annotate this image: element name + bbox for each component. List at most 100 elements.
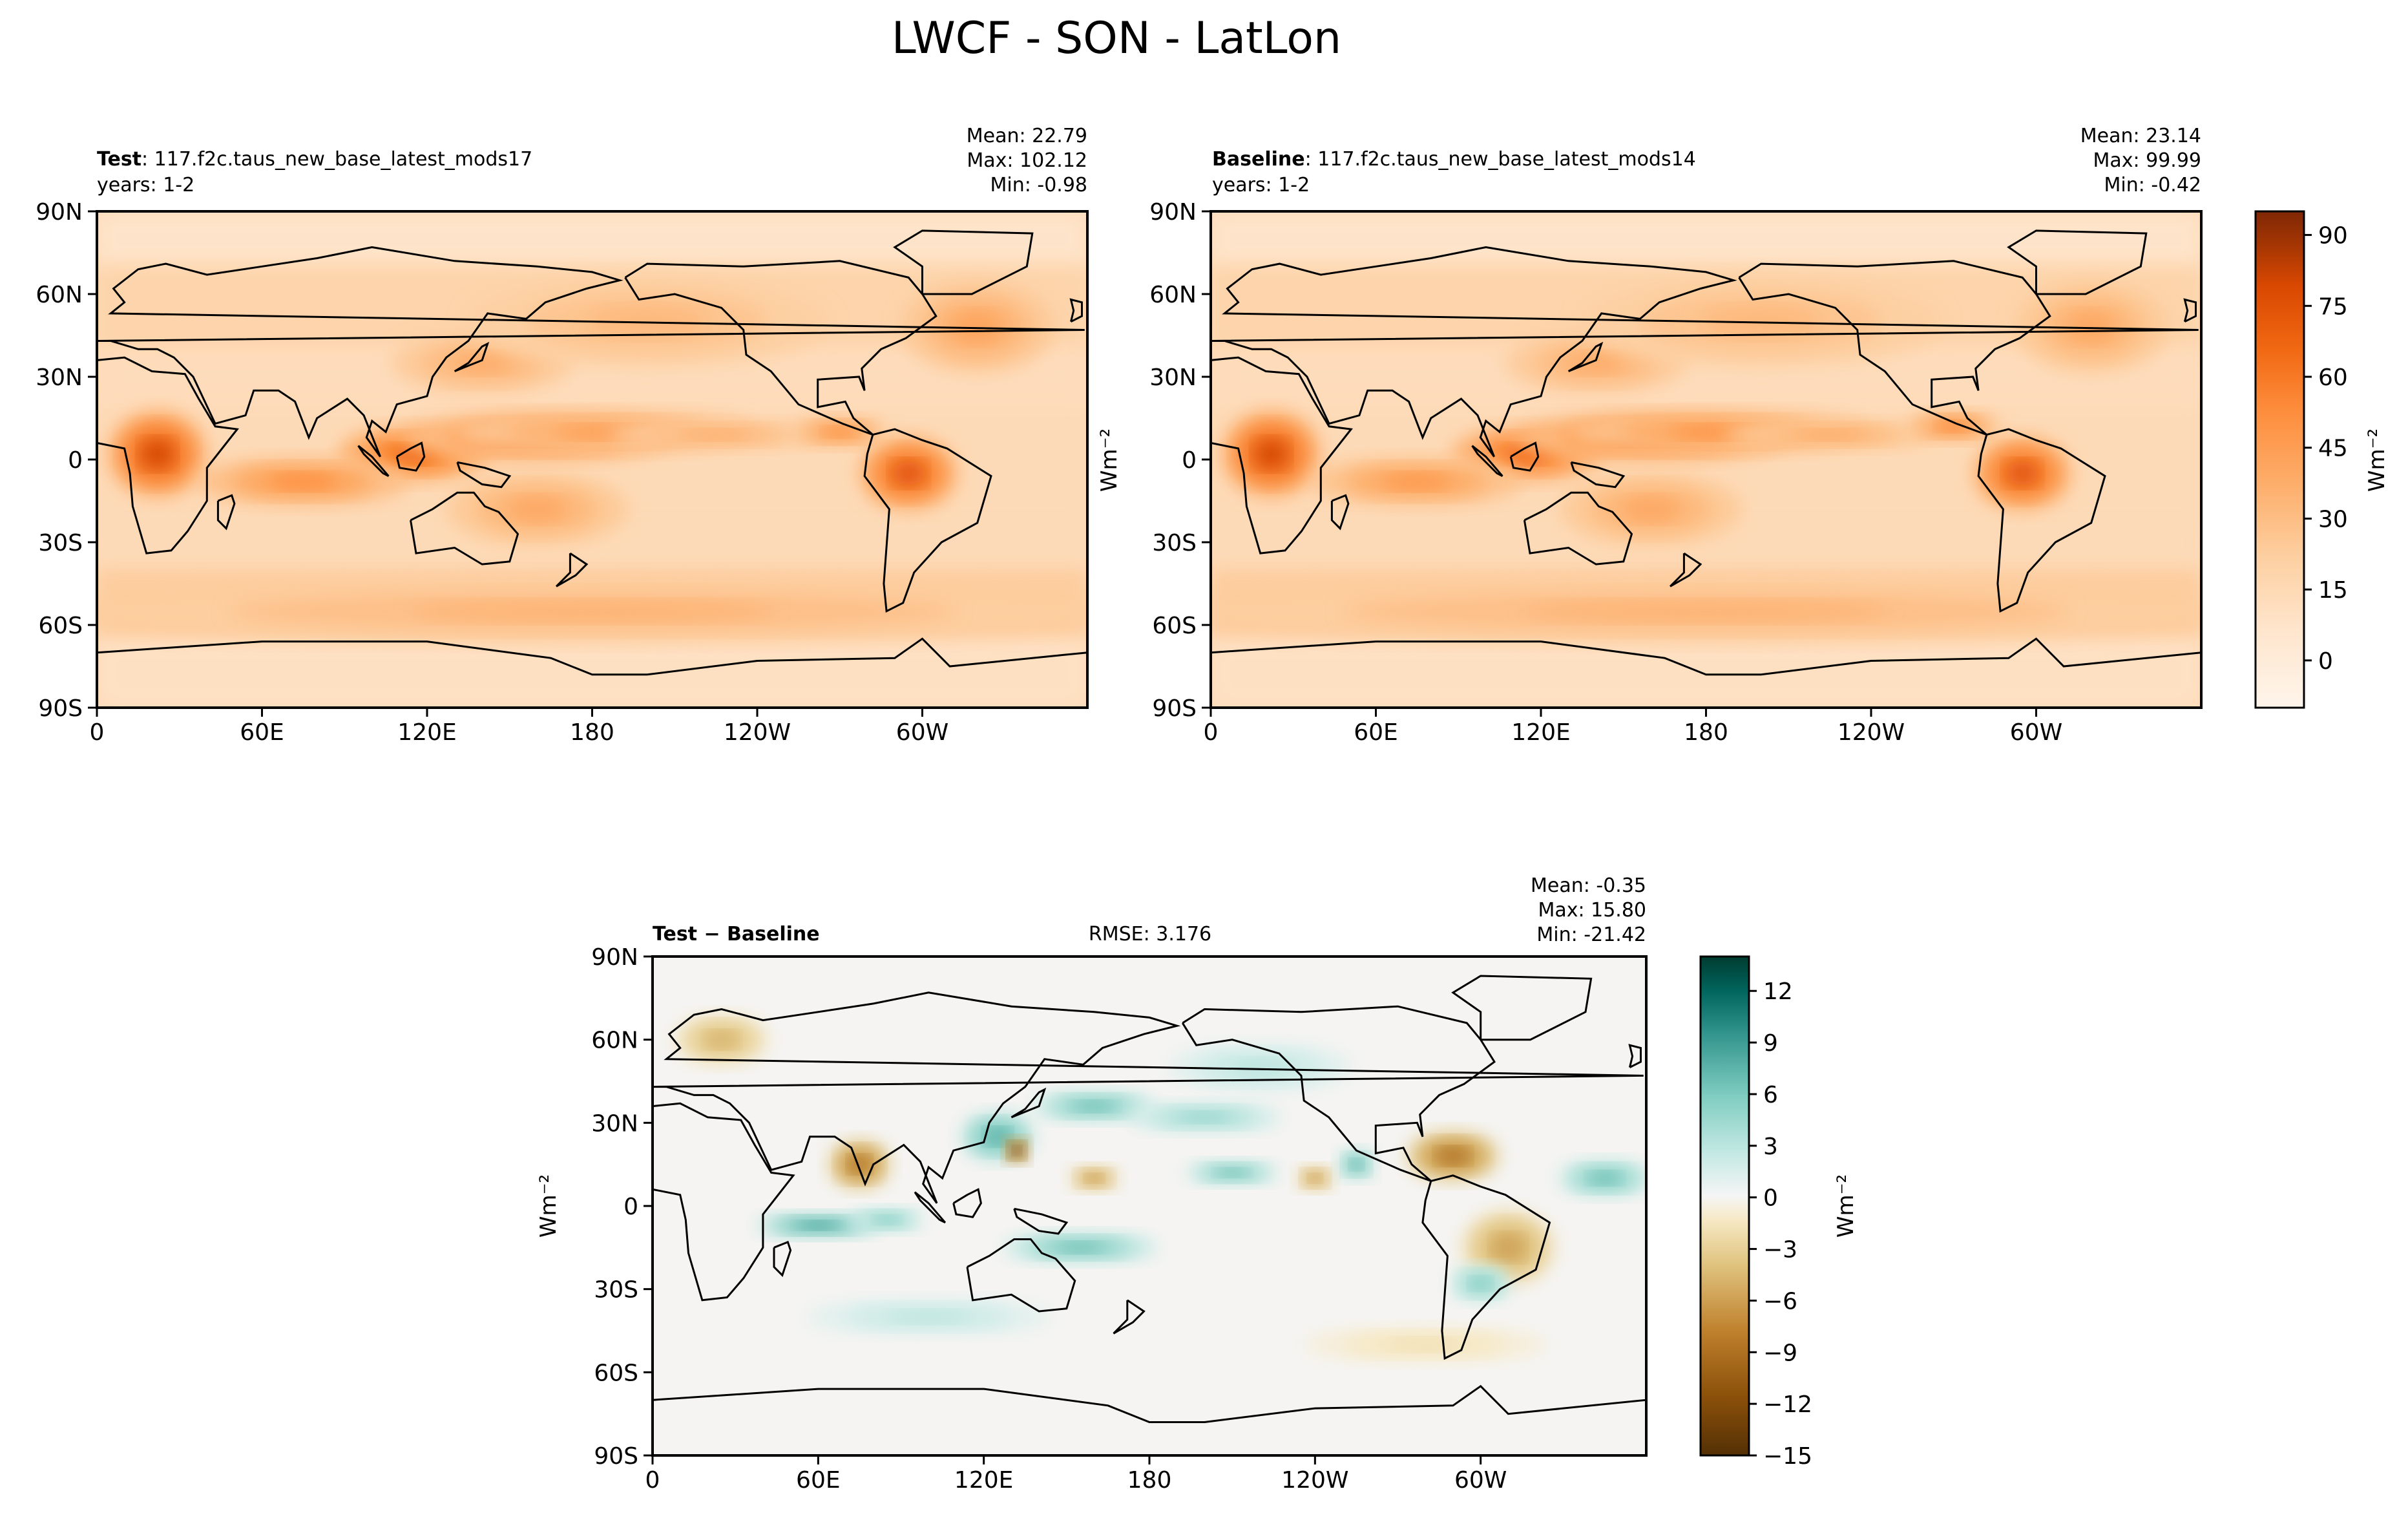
diff-ylabel: Wm⁻²	[536, 1174, 561, 1238]
field-blob	[1381, 473, 1453, 490]
test-panel: 0 60E 120E 180 120W 60W 90N 60N 30N 0 30S 60S 90S	[36, 199, 1089, 746]
field-blob	[1938, 421, 1969, 432]
field-blob	[1471, 1277, 1491, 1290]
field-blob	[1217, 1168, 1248, 1177]
field-blob	[706, 1031, 737, 1048]
field	[1211, 211, 2201, 708]
field-blob	[1308, 1174, 1321, 1183]
y-tick-label: 0	[1182, 447, 1197, 474]
coastline	[357, 445, 390, 477]
field-blob	[1589, 1172, 1620, 1185]
lat-band	[1211, 639, 2201, 708]
x-tick-label: 60W	[896, 719, 948, 746]
coastline	[1010, 1087, 1047, 1119]
field-blob	[1385, 1338, 1466, 1351]
brbg-colorbar: 12 9 6 3 0 −3 −6 −9 −12 −15	[1699, 955, 1812, 1470]
colorbar-tick-label: 75	[2318, 293, 2348, 320]
coastline	[914, 1191, 947, 1224]
colorbar-tick-label: −6	[1763, 1288, 1797, 1315]
baseline-stat-mean: Mean: 23.14	[2080, 125, 2201, 147]
field-background	[653, 957, 1646, 1455]
coastline	[97, 356, 240, 555]
coastline	[1509, 441, 1540, 472]
y-tick-label: 30N	[591, 1110, 638, 1137]
coastline	[1570, 461, 1626, 489]
brbg-colorbar-label: Wm⁻²	[1833, 1174, 1859, 1238]
field-blob	[2006, 461, 2039, 486]
coastline	[773, 1240, 792, 1277]
field-blob	[1620, 497, 1682, 522]
x-tick-label: 120W	[724, 719, 791, 746]
oranges-colorbar-label: Wm⁻²	[2364, 428, 2390, 492]
field-blob	[141, 439, 174, 469]
baseline-subtitle: years: 1-2	[1212, 174, 1310, 196]
coastline	[893, 229, 1034, 295]
colorbar-tick-label: 30	[2318, 506, 2348, 533]
baseline-stat-min: Min: -0.42	[2104, 174, 2202, 196]
x-tick-label: 60E	[1354, 719, 1398, 746]
y-tick-label: 60S	[38, 613, 83, 639]
baseline-ylabel: Wm⁻²	[1096, 428, 1122, 492]
x-tick-label: 0	[90, 719, 105, 746]
field-blob	[267, 473, 339, 490]
diff-stat-max: Max: 15.80	[1538, 899, 1646, 922]
x-tick-label: 120W	[1837, 719, 1905, 746]
field-blob	[1055, 1242, 1106, 1253]
y-tick-label: 0	[623, 1194, 638, 1220]
coastline	[952, 1188, 982, 1218]
field-blob	[1794, 429, 1865, 440]
coastline	[1628, 1044, 1642, 1068]
field-blob	[892, 461, 925, 486]
y-tick-label: 60N	[591, 1028, 638, 1054]
coastline	[1670, 552, 1702, 587]
x-tick-label: 180	[1127, 1467, 1172, 1494]
y-tick-label: 60N	[1149, 282, 1197, 308]
difference-panel: 0 60E 120E 180 120W 60W 90N 60N 30N 0 30S 60S 90S	[591, 944, 1648, 1494]
coastline	[395, 441, 426, 472]
coastline	[97, 637, 1087, 676]
y-tick-label: 30S	[594, 1277, 638, 1304]
y-tick-label: 90N	[36, 199, 83, 226]
colorbar-tick-label: 3	[1763, 1134, 1778, 1160]
field-blob	[1350, 1159, 1363, 1170]
y-tick-label: 0	[68, 447, 83, 474]
x-tick-label: 180	[1684, 719, 1728, 746]
field-blob	[798, 1221, 839, 1230]
coastlines	[653, 975, 1646, 1423]
x-tick-label: 0	[645, 1467, 660, 1494]
field-blob	[1074, 1101, 1115, 1112]
coastline	[454, 341, 490, 372]
colorbar-tick-label: 15	[2318, 577, 2348, 604]
y-tick-label: 60S	[594, 1360, 638, 1386]
x-tick-label: 60E	[240, 719, 284, 746]
coastlines	[1211, 229, 2201, 676]
y-tick-label: 60S	[1152, 613, 1197, 639]
x-tick-label: 60W	[2010, 719, 2062, 746]
test-stat-mean: Mean: 22.79	[967, 125, 1087, 147]
x-tick-label: 60E	[796, 1467, 841, 1494]
baseline-stat-max: Max: 99.99	[2093, 149, 2201, 172]
x-tick-label: 60W	[1454, 1467, 1507, 1494]
colorbar-tick-label: −12	[1763, 1391, 1812, 1418]
field-blob	[452, 353, 513, 374]
coastline	[624, 260, 937, 436]
lat-band	[97, 211, 1087, 267]
colorbar-gradient	[2256, 211, 2304, 708]
colorbar-frame	[1699, 955, 1750, 1457]
baseline-panel: 0 60E 120E 180 120W 60W 90N 60N 30N 0 30S 60S 90S	[1149, 199, 2203, 746]
coastline	[1182, 1005, 1496, 1182]
lat-band	[1211, 211, 2201, 267]
x-tick-label: 0	[1204, 719, 1219, 746]
diff-rmse: RMSE: 3.176	[1089, 923, 1211, 946]
test-subtitle: years: 1-2	[97, 174, 194, 196]
field-blob	[824, 427, 855, 438]
coastline	[97, 246, 1085, 458]
coastline	[1211, 637, 2201, 676]
y-tick-label: 30N	[1149, 365, 1197, 391]
coastline	[653, 991, 1644, 1204]
colorbar-tick-label: 0	[1763, 1185, 1778, 1212]
field-blob	[410, 601, 774, 622]
y-tick-label: 90S	[38, 695, 83, 722]
baseline-title: Baseline: 117.f2c.taus_new_base_latest_m…	[1212, 148, 1696, 171]
